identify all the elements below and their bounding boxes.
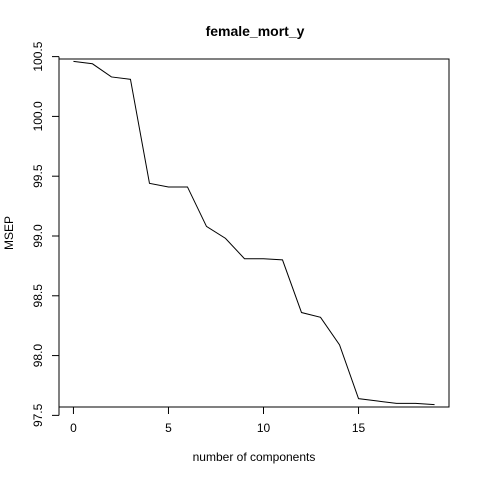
y-tick-label: 97.5 (31, 403, 45, 427)
y-tick-label: 99.0 (31, 224, 45, 248)
y-tick-label: 99.5 (31, 164, 45, 188)
x-axis: 0 5 10 15 (70, 406, 366, 435)
y-tick-label: 100.0 (31, 101, 45, 131)
series-line-msep (73, 60, 435, 406)
y-axis-label: MSEP (2, 216, 16, 250)
y-tick-label: 98.0 (31, 344, 45, 368)
x-tick-label: 0 (70, 421, 77, 435)
x-tick-label: 5 (165, 421, 172, 435)
y-axis: 97.5 98.0 98.5 99.0 99.5 100.0 100.5 (31, 41, 60, 427)
y-tick-label: 98.5 (31, 284, 45, 308)
x-axis-label: number of components (193, 450, 316, 464)
y-tick-label: 100.5 (31, 41, 45, 71)
x-tick-label: 15 (352, 421, 366, 435)
chart-title: female_mort_y (206, 23, 305, 39)
plot-box (58, 58, 450, 408)
x-tick-label: 10 (257, 421, 271, 435)
